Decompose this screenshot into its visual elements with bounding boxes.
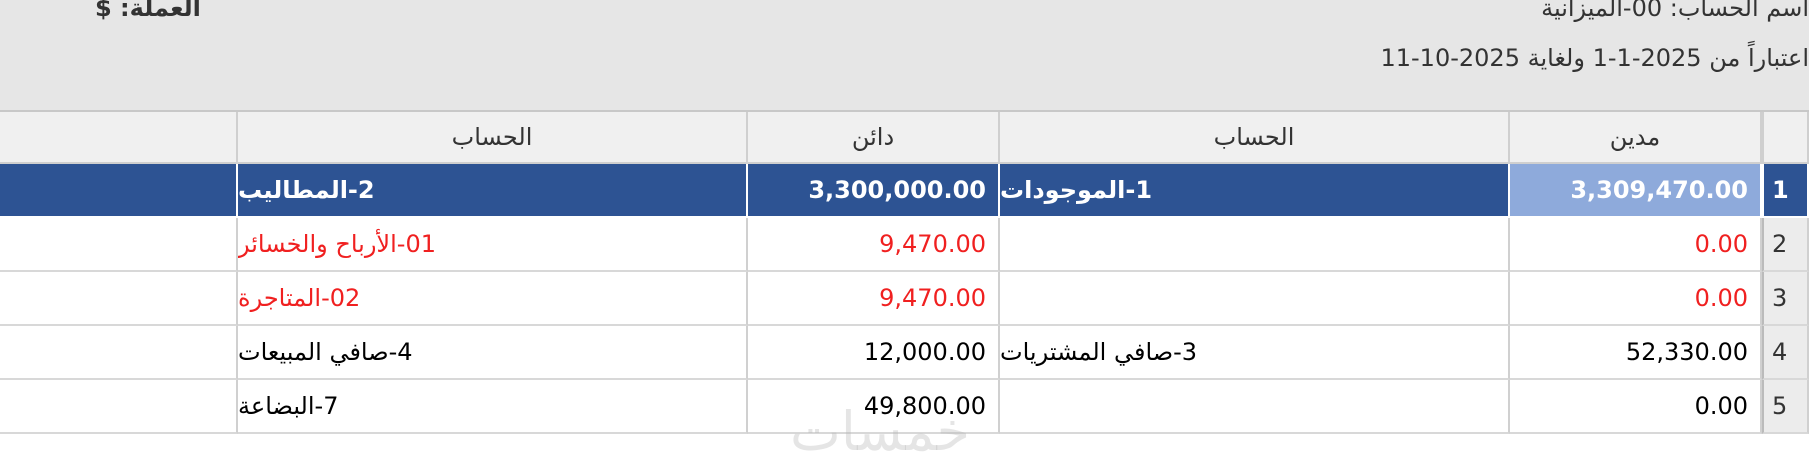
- credit-cell[interactable]: 49,800.00: [748, 380, 1000, 434]
- empty-cell[interactable]: [0, 326, 238, 380]
- empty-cell[interactable]: [0, 164, 238, 218]
- credit-account-cell[interactable]: 02-المتاجرة: [238, 272, 748, 326]
- debit-account-cell[interactable]: [1000, 218, 1510, 272]
- row-number[interactable]: 2: [1762, 218, 1809, 272]
- account-name: اسم الحساب: 00-الميزانية: [1541, 0, 1809, 22]
- grid-header: الحساب دائن الحساب مدين: [0, 112, 1809, 164]
- debit-cell[interactable]: 3,309,470.00: [1510, 164, 1762, 218]
- debit-account-cell[interactable]: 3-صافي المشتريات: [1000, 326, 1510, 380]
- debit-cell[interactable]: 52,330.00: [1510, 326, 1762, 380]
- debit-account-cell[interactable]: [1000, 272, 1510, 326]
- report-header: اسم الحساب: 00-الميزانية العملة: $ اعتبا…: [0, 0, 1809, 112]
- table-row[interactable]: 2-المطاليب 3,300,000.00 1-الموجودات 3,309,4…: [0, 164, 1809, 218]
- header-debit-account[interactable]: الحساب: [1000, 112, 1510, 164]
- debit-account-cell[interactable]: 1-الموجودات: [1000, 164, 1510, 218]
- row-number[interactable]: 1: [1762, 164, 1809, 218]
- debit-cell[interactable]: 0.00: [1510, 218, 1762, 272]
- header-debit[interactable]: مدين: [1510, 112, 1762, 164]
- credit-account-cell[interactable]: 2-المطاليب: [238, 164, 748, 218]
- row-number[interactable]: 5: [1762, 380, 1809, 434]
- credit-cell[interactable]: 12,000.00: [748, 326, 1000, 380]
- credit-account-cell[interactable]: 7-البضاعة: [238, 380, 748, 434]
- table-row[interactable]: 4-صافي المبيعات 12,000.00 3-صافي المشتريات…: [0, 326, 1809, 380]
- empty-header: [0, 112, 238, 164]
- empty-cell[interactable]: [0, 272, 238, 326]
- currency: العملة: $: [95, 0, 201, 22]
- row-number[interactable]: 4: [1762, 326, 1809, 380]
- date-range: اعتباراً من 2025-1-1 ولغاية 2025-10-11: [1380, 44, 1809, 72]
- table-row[interactable]: 02-المتاجرة 9,470.00 0.00 3: [0, 272, 1809, 326]
- debit-cell[interactable]: 0.00: [1510, 272, 1762, 326]
- credit-cell[interactable]: 9,470.00: [748, 218, 1000, 272]
- corner-header: [1762, 112, 1809, 164]
- empty-cell[interactable]: [0, 380, 238, 434]
- debit-cell[interactable]: 0.00: [1510, 380, 1762, 434]
- table-row[interactable]: 7-البضاعة 49,800.00 0.00 5: [0, 380, 1809, 434]
- row-number[interactable]: 3: [1762, 272, 1809, 326]
- credit-cell[interactable]: 3,300,000.00: [748, 164, 1000, 218]
- credit-account-cell[interactable]: 01-الأرباح والخسائر: [238, 218, 748, 272]
- header-credit-account[interactable]: الحساب: [238, 112, 748, 164]
- credit-account-cell[interactable]: 4-صافي المبيعات: [238, 326, 748, 380]
- table-row[interactable]: 01-الأرباح والخسائر 9,470.00 0.00 2: [0, 218, 1809, 272]
- watermark: خمسات: [790, 400, 971, 463]
- debit-account-cell[interactable]: [1000, 380, 1510, 434]
- empty-cell[interactable]: [0, 218, 238, 272]
- header-credit[interactable]: دائن: [748, 112, 1000, 164]
- credit-cell[interactable]: 9,470.00: [748, 272, 1000, 326]
